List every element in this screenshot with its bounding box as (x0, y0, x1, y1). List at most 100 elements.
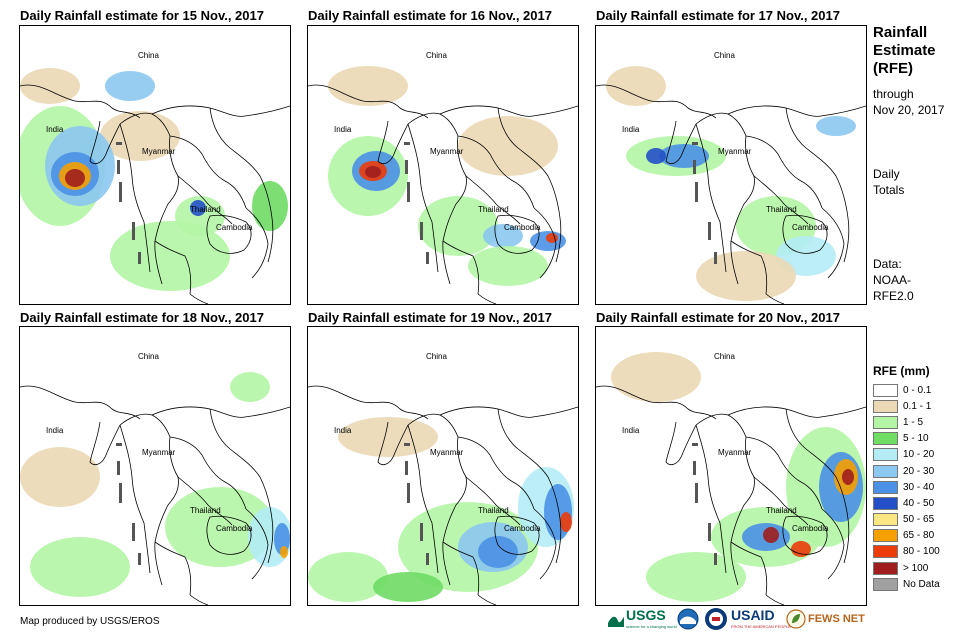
usaid-logo: USAID FROM THE AMERICAN PEOPLE (704, 606, 791, 632)
legend-label: 65 - 80 (903, 530, 935, 542)
border-lines (596, 385, 866, 605)
coastal-nodata (116, 443, 141, 565)
label-india: India (334, 125, 352, 134)
border-lines (308, 84, 578, 304)
label-cambodia: Cambodia (504, 223, 541, 232)
legend-label: 1 - 5 (903, 416, 924, 428)
rainfall-patch (478, 536, 518, 568)
rainfall-patch (65, 169, 85, 187)
rainfall-patch (659, 144, 709, 168)
rainfall-patch (468, 246, 548, 286)
rainfall-patch (611, 352, 701, 402)
rainfall-layer (328, 66, 566, 286)
rainfall-patch (338, 417, 438, 457)
legend-label: No Data (903, 578, 940, 590)
label-china: China (426, 51, 447, 60)
place-labels: China India Myanmar Thailand Cambodia (622, 51, 829, 232)
usgs-wave-icon (608, 616, 624, 627)
label-india: India (622, 125, 640, 134)
legend-swatch (873, 448, 898, 462)
legend-label: 0 - 0.1 (903, 384, 932, 396)
rainfall-patch (308, 552, 388, 602)
rainfall-patch (646, 148, 666, 164)
coastal-nodata (404, 142, 429, 264)
legend-item: 40 - 50 (873, 495, 940, 511)
coastal-nodata (116, 142, 141, 264)
rainfall-patch (763, 527, 779, 543)
fewsnet-leaf-icon (786, 609, 806, 629)
legend-item: 20 - 30 (873, 463, 940, 479)
legend-item: 10 - 20 (873, 447, 940, 463)
legend-swatch (873, 513, 898, 527)
label-thailand: Thailand (478, 205, 509, 214)
legend-label: 40 - 50 (903, 497, 935, 509)
rainfall-patch (483, 224, 523, 248)
label-china: China (426, 352, 447, 361)
place-labels: China India Myanmar Thailand Cambodia (46, 352, 253, 533)
map-panel-15: China India Myanmar Thailand Cambodia (19, 25, 291, 305)
label-myanmar: Myanmar (430, 448, 464, 457)
rainfall-patch (30, 537, 130, 597)
rainfall-patch (328, 66, 408, 106)
label-cambodia: Cambodia (216, 223, 253, 232)
place-labels: China India Myanmar Thailand Cambodia (46, 51, 253, 232)
legend-swatch (873, 432, 898, 446)
map-canvas: China India Myanmar Thailand Cambodia (20, 352, 290, 605)
label-thailand: Thailand (190, 506, 221, 515)
border-lines (20, 84, 290, 304)
rainfall-patch (418, 196, 498, 256)
legend: 0 - 0.1 0.1 - 1 1 - 5 5 - 10 10 - 20 20 - 30 3… (873, 382, 940, 592)
coastal-nodata (404, 443, 429, 565)
coastal-nodata (692, 142, 717, 264)
noaa-logo (677, 606, 699, 632)
coastal-nodata (692, 443, 717, 565)
label-india: India (334, 426, 352, 435)
border-lines (596, 84, 866, 304)
rainfall-patch (230, 372, 270, 402)
map-canvas: China India Myanmar Thailand Cambodia (596, 51, 866, 304)
rainfall-patch (20, 68, 80, 104)
sidebar-title: Rainfall Estimate (RFE) (873, 24, 936, 77)
legend-swatch (873, 399, 898, 413)
rainfall-patch (646, 552, 746, 602)
legend-item: 50 - 65 (873, 512, 940, 528)
border-lines (20, 385, 290, 605)
map-canvas: China India Myanmar Thailand Cambodia (308, 51, 578, 304)
rainfall-layer (308, 417, 574, 602)
rainfall-patch (546, 233, 558, 243)
legend-swatch (873, 529, 898, 543)
map-panel-17: China India Myanmar Thailand Cambodia (595, 25, 867, 305)
label-thailand: Thailand (478, 506, 509, 515)
legend-swatch (873, 545, 898, 559)
rainfall-layer (20, 68, 288, 291)
label-myanmar: Myanmar (718, 147, 752, 156)
map-panel-16: China India Myanmar Thailand Cambodia (307, 25, 579, 305)
legend-item: 65 - 80 (873, 528, 940, 544)
label-myanmar: Myanmar (430, 147, 464, 156)
legend-title: RFE (mm) (873, 364, 930, 378)
sidebar-data-source: Data: NOAA- RFE2.0 (873, 257, 914, 303)
label-china: China (138, 51, 159, 60)
place-labels: China India Myanmar Thailand Cambodia (334, 51, 541, 232)
label-thailand: Thailand (190, 205, 221, 214)
map-canvas: China India Myanmar Thailand Cambodia (20, 51, 290, 304)
rainfall-layer (20, 372, 290, 597)
place-labels: China India Myanmar Thailand Cambodia (334, 352, 541, 533)
label-india: India (622, 426, 640, 435)
label-thailand: Thailand (766, 506, 797, 515)
rainfall-patch (816, 116, 856, 136)
legend-item: 80 - 100 (873, 544, 940, 560)
map-canvas: China India Myanmar Thailand Cambodia (596, 352, 866, 605)
rainfall-patch (544, 484, 572, 540)
legend-swatch (873, 415, 898, 429)
label-india: India (46, 125, 64, 134)
legend-item: 0.1 - 1 (873, 398, 940, 414)
label-myanmar: Myanmar (718, 448, 752, 457)
rainfall-patch (842, 469, 854, 485)
rainfall-patch (365, 166, 381, 178)
legend-item: 30 - 40 (873, 479, 940, 495)
legend-swatch (873, 383, 898, 397)
rainfall-patch (20, 447, 100, 507)
sidebar-daily-totals: Daily Totals (873, 167, 905, 197)
place-labels: China India Myanmar Thailand Cambodia (622, 352, 829, 533)
